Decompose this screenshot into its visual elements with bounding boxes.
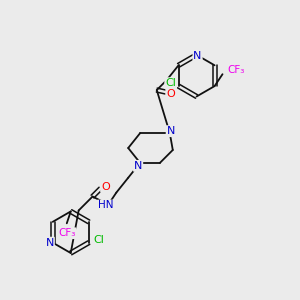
Text: Cl: Cl: [93, 235, 104, 245]
Text: N: N: [46, 238, 54, 248]
Text: O: O: [166, 89, 175, 99]
Text: O: O: [101, 182, 110, 192]
Text: N: N: [134, 161, 142, 171]
Text: CF₃: CF₃: [58, 228, 76, 238]
Text: Cl: Cl: [165, 78, 176, 88]
Text: HN: HN: [98, 200, 113, 211]
Text: N: N: [167, 126, 175, 136]
Text: N: N: [194, 51, 202, 61]
Text: CF₃: CF₃: [228, 65, 245, 75]
